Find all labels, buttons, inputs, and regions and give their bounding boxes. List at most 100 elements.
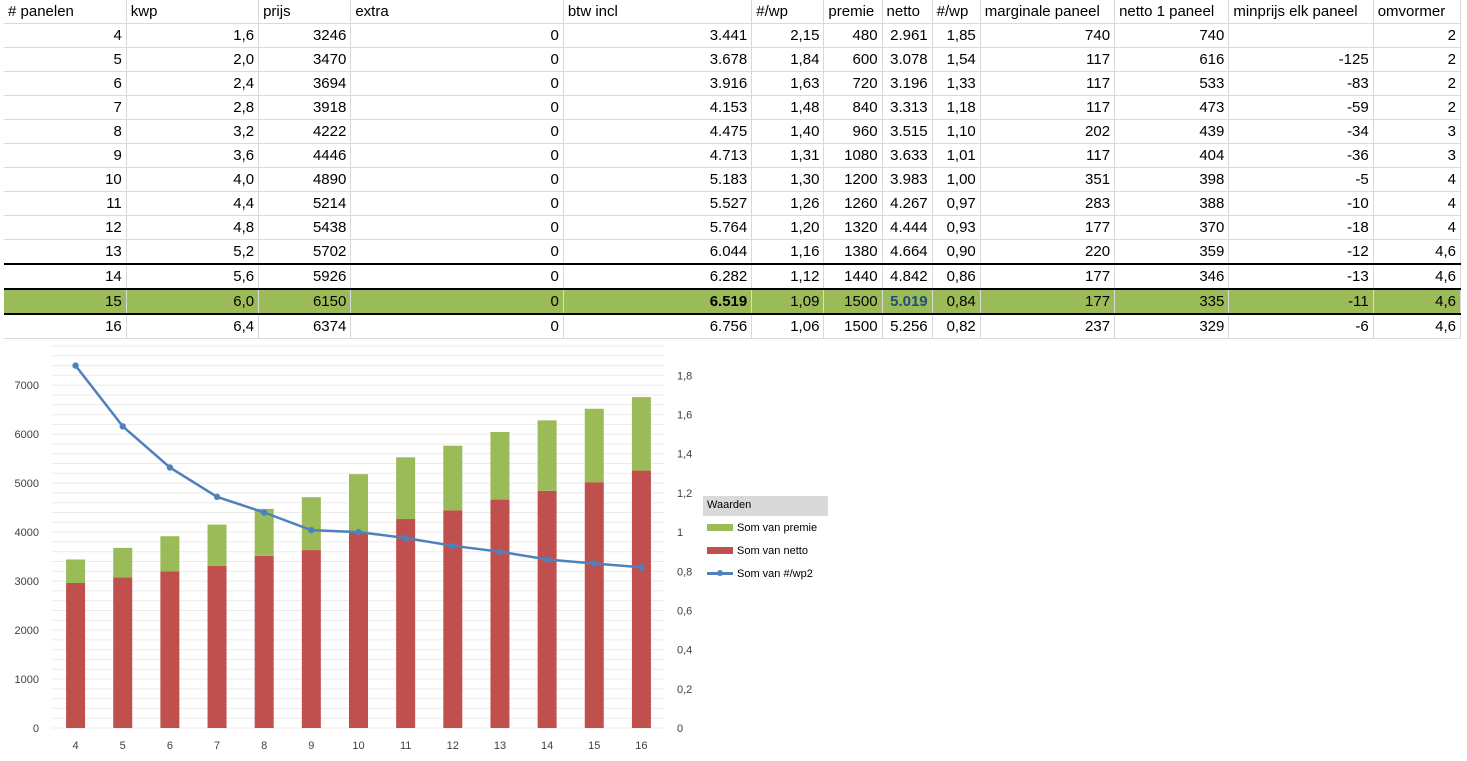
table-cell[interactable]: -83	[1228, 71, 1374, 96]
table-cell[interactable]: 2	[1373, 47, 1462, 72]
table-cell[interactable]: 335	[1114, 288, 1230, 315]
table-cell[interactable]: 351	[980, 167, 1116, 192]
table-cell[interactable]: 0,93	[932, 215, 981, 240]
table-cell[interactable]: 0,82	[932, 314, 981, 339]
table-cell[interactable]: 3.983	[882, 167, 933, 192]
table-cell[interactable]: 398	[1114, 167, 1230, 192]
header-cell[interactable]: netto	[882, 0, 933, 24]
table-cell[interactable]: 388	[1114, 191, 1230, 216]
header-cell[interactable]: #/wp	[751, 0, 825, 24]
table-cell[interactable]: 3.916	[563, 71, 753, 96]
table-cell[interactable]: 5438	[258, 215, 352, 240]
table-cell[interactable]: -12	[1228, 239, 1374, 265]
table-cell[interactable]: 117	[980, 143, 1116, 168]
table-cell[interactable]: 6,4	[126, 314, 260, 339]
table-cell[interactable]: 8	[4, 119, 127, 144]
table-cell[interactable]: 0	[350, 215, 564, 240]
table-cell[interactable]: 1,12	[751, 263, 825, 290]
table-cell[interactable]: 4890	[258, 167, 352, 192]
table-cell[interactable]: 3.678	[563, 47, 753, 72]
table-cell[interactable]: 0	[350, 239, 564, 265]
table-cell[interactable]: 4.444	[882, 215, 933, 240]
table-cell[interactable]: 4,6	[1373, 239, 1462, 265]
table-cell[interactable]: 6150	[258, 288, 352, 315]
table-cell[interactable]: 1,6	[126, 23, 260, 48]
table-cell[interactable]: 5.183	[563, 167, 753, 192]
table-cell[interactable]: 5,2	[126, 239, 260, 265]
table-cell[interactable]: 1080	[823, 143, 883, 168]
table-cell[interactable]: 1,01	[932, 143, 981, 168]
table-cell[interactable]: 346	[1114, 263, 1230, 290]
table-cell[interactable]: 4,0	[126, 167, 260, 192]
table-cell[interactable]: 1,54	[932, 47, 981, 72]
table-cell[interactable]: 1440	[823, 263, 883, 290]
table-cell[interactable]: 4.842	[882, 263, 933, 290]
table-cell[interactable]: 0	[350, 167, 564, 192]
table-cell[interactable]: 6	[4, 71, 127, 96]
table-cell[interactable]: 2,15	[751, 23, 825, 48]
table-cell[interactable]: 5	[4, 47, 127, 72]
table-cell[interactable]: 0,86	[932, 263, 981, 290]
header-cell[interactable]: kwp	[126, 0, 260, 24]
table-cell[interactable]: 1,40	[751, 119, 825, 144]
table-cell[interactable]: 1500	[823, 314, 883, 339]
table-cell[interactable]: 1,00	[932, 167, 981, 192]
table-cell[interactable]: 0	[350, 71, 564, 96]
header-cell[interactable]: #/wp	[932, 0, 981, 24]
table-cell[interactable]: 3.441	[563, 23, 753, 48]
table-cell[interactable]: 4,6	[1373, 314, 1462, 339]
table-cell[interactable]: 3246	[258, 23, 352, 48]
table-cell[interactable]: 740	[980, 23, 1116, 48]
header-cell[interactable]: extra	[350, 0, 564, 24]
table-cell[interactable]: 1,31	[751, 143, 825, 168]
table-cell[interactable]: 5.527	[563, 191, 753, 216]
table-cell[interactable]: 1,48	[751, 95, 825, 120]
table-cell[interactable]: 0	[350, 95, 564, 120]
table-cell[interactable]: 1,16	[751, 239, 825, 265]
table-cell[interactable]: 202	[980, 119, 1116, 144]
table-cell[interactable]: 4	[1373, 215, 1462, 240]
table-cell[interactable]: 840	[823, 95, 883, 120]
table-cell[interactable]: 6.519	[563, 288, 753, 315]
table-cell[interactable]: 329	[1114, 314, 1230, 339]
table-cell[interactable]: 1,26	[751, 191, 825, 216]
table-cell[interactable]: -36	[1228, 143, 1374, 168]
table-cell[interactable]: 0	[350, 263, 564, 290]
table-cell[interactable]: 283	[980, 191, 1116, 216]
table-cell[interactable]: 0	[350, 143, 564, 168]
table-cell[interactable]: 1,85	[932, 23, 981, 48]
table-cell[interactable]: 177	[980, 288, 1116, 315]
table-cell[interactable]: 117	[980, 47, 1116, 72]
table-cell[interactable]: 1260	[823, 191, 883, 216]
table-cell[interactable]: 1,09	[751, 288, 825, 315]
table-cell[interactable]: 11	[4, 191, 127, 216]
table-cell[interactable]: 14	[4, 263, 127, 290]
table-cell[interactable]: -34	[1228, 119, 1374, 144]
table-cell[interactable]: 0	[350, 119, 564, 144]
table-cell[interactable]: -10	[1228, 191, 1374, 216]
table-cell[interactable]: 370	[1114, 215, 1230, 240]
table-cell[interactable]: 2	[1373, 95, 1462, 120]
table-cell[interactable]: 0,90	[932, 239, 981, 265]
table-cell[interactable]: 1320	[823, 215, 883, 240]
table-cell[interactable]: 4222	[258, 119, 352, 144]
table-cell[interactable]: 13	[4, 239, 127, 265]
table-cell[interactable]: 1,30	[751, 167, 825, 192]
table-cell[interactable]: 177	[980, 215, 1116, 240]
header-cell[interactable]: marginale paneel	[980, 0, 1116, 24]
table-cell[interactable]: 1380	[823, 239, 883, 265]
table-cell[interactable]: -125	[1228, 47, 1374, 72]
table-cell[interactable]: 3,6	[126, 143, 260, 168]
table-cell[interactable]: 4446	[258, 143, 352, 168]
table-cell[interactable]: 6,0	[126, 288, 260, 315]
table-cell[interactable]: 4.267	[882, 191, 933, 216]
table-cell[interactable]: 3.515	[882, 119, 933, 144]
table-cell[interactable]: 3	[1373, 143, 1462, 168]
table-cell[interactable]: 2,0	[126, 47, 260, 72]
table-cell[interactable]: 404	[1114, 143, 1230, 168]
table-cell[interactable]: 1,06	[751, 314, 825, 339]
table-cell[interactable]: 5214	[258, 191, 352, 216]
table-cell[interactable]: 5.256	[882, 314, 933, 339]
header-cell[interactable]: premie	[823, 0, 883, 24]
header-cell[interactable]: minprijs elk paneel	[1228, 0, 1374, 24]
